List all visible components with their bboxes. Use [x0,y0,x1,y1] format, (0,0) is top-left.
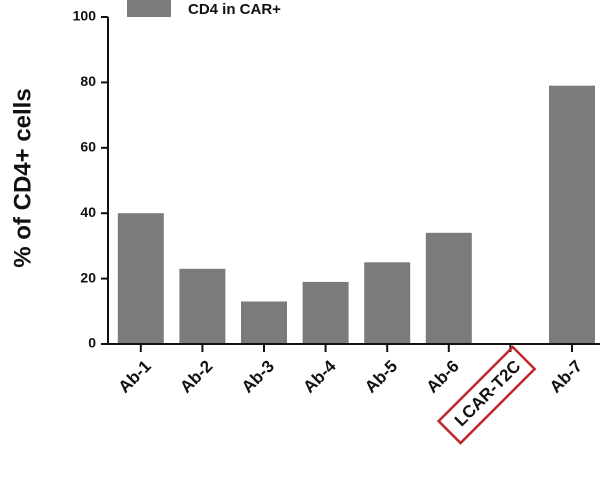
y-axis-title: % of CD4+ cells [9,88,36,267]
x-tick-label-group: Ab-7 [546,357,586,397]
bar-ab-5 [364,262,411,345]
bar-ab-4 [302,281,349,344]
x-tick-label-group: Ab-5 [361,357,401,397]
legend-swatch [127,0,171,17]
x-tick-label: LCAR-T2C [451,357,525,431]
bar-ab-6 [425,232,472,344]
x-tick-label: Ab-4 [299,356,340,397]
x-tick-label: Ab-1 [115,357,155,397]
y-tick-label: 60 [80,139,96,155]
x-tick-label-group: Ab-3 [238,357,278,397]
x-tick-label-group: Ab-6 [423,357,463,397]
bar-ab-1 [117,213,164,344]
x-tick-label: Ab-3 [238,357,278,397]
legend-label: CD4 in CAR+ [188,1,281,18]
y-tick-label: 100 [73,8,97,24]
bar-ab-7 [549,85,595,344]
x-tick-label: Ab-2 [176,357,216,397]
x-tick-label: Ab-7 [546,357,586,397]
x-tick-label-group: Ab-2 [176,357,216,397]
y-tick-label: 0 [88,335,96,351]
y-axis: 0 20 40 60 80 100 [73,8,109,351]
highlight-box [436,345,537,445]
y-tick-label: 40 [80,204,96,220]
x-tick-label: Ab-5 [361,357,401,397]
x-tick-label-group: Ab-4 [299,356,340,397]
y-tick-label: 20 [80,269,96,285]
legend: CD4 in CAR+ [127,0,281,18]
x-tick-label-group: Ab-1 [115,357,155,397]
x-tick-label: Ab-6 [423,357,463,397]
bars [117,85,595,345]
bar-ab-2 [179,268,226,344]
bar-ab-3 [241,301,287,344]
y-tick-label: 80 [80,73,96,89]
